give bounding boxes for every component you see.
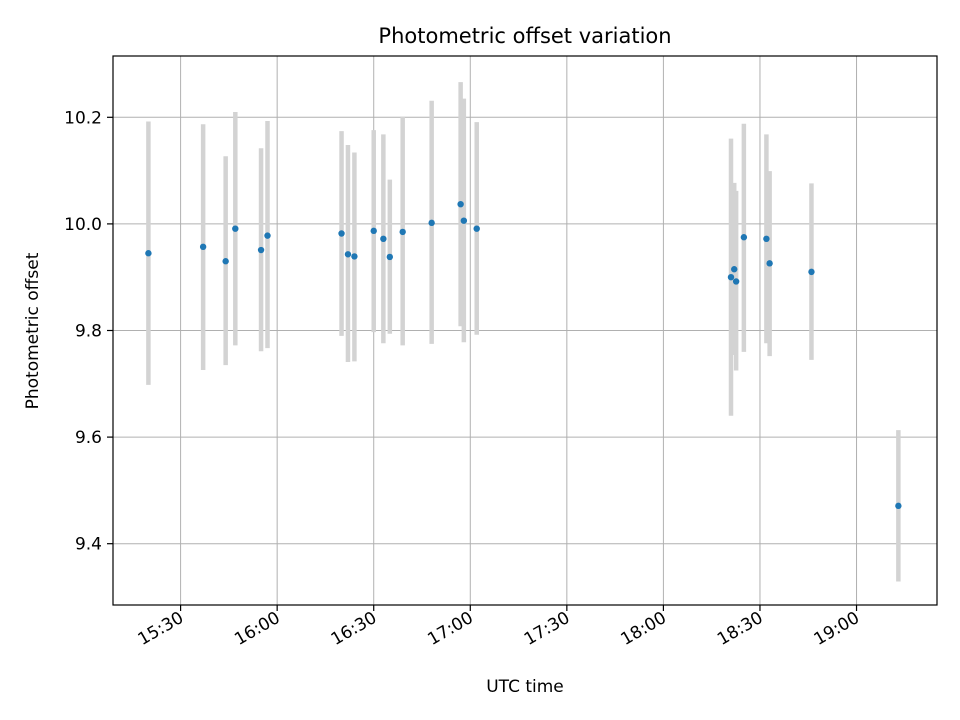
x-axis-label: UTC time	[486, 677, 564, 697]
data-point	[257, 246, 265, 254]
data-point	[731, 266, 738, 273]
data-point	[399, 228, 406, 236]
data-point	[264, 232, 271, 239]
data-point	[380, 235, 387, 243]
data-point	[351, 253, 358, 260]
data-point	[895, 502, 902, 510]
data-point	[732, 278, 740, 285]
data-point	[473, 225, 480, 232]
data-point	[740, 234, 748, 241]
data-points	[145, 200, 902, 510]
data-point	[727, 273, 735, 281]
data-point	[766, 260, 773, 267]
gridlines	[113, 56, 937, 605]
data-point	[386, 253, 394, 261]
data-point	[232, 225, 239, 232]
data-point	[338, 230, 345, 237]
chart-title: Photometric offset variation	[378, 24, 671, 48]
data-point	[199, 243, 207, 251]
data-point	[763, 235, 770, 243]
y-axis: 9.4 9.6 9.8 10.0 10.2	[64, 108, 113, 555]
y-tick-label: 10.0	[64, 215, 102, 235]
data-point	[145, 250, 152, 257]
data-point	[808, 268, 815, 276]
y-axis-label: Photometric offset	[23, 252, 43, 409]
data-point	[344, 251, 352, 258]
data-point	[457, 200, 464, 208]
data-point	[428, 219, 435, 227]
y-tick-label: 9.6	[75, 428, 102, 448]
y-tick-label: 9.8	[75, 322, 102, 342]
y-tick-label: 9.4	[75, 535, 102, 555]
data-point	[370, 227, 377, 235]
data-point	[460, 217, 468, 224]
data-point	[222, 258, 229, 265]
y-tick-label: 10.2	[64, 108, 102, 128]
